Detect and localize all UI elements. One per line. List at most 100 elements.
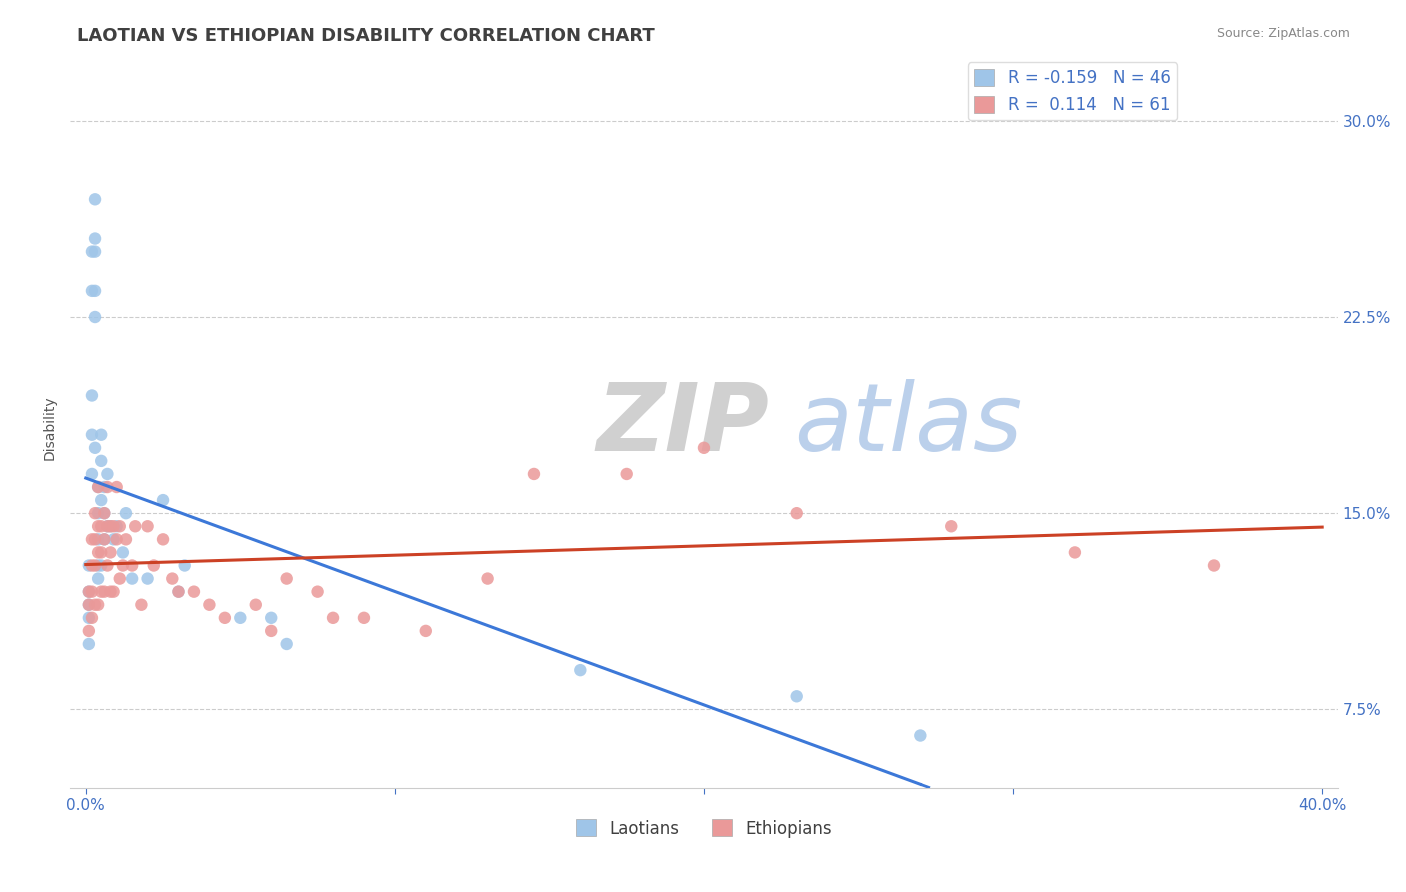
- Point: [80, 467, 103, 481]
- Point: [80, 388, 103, 402]
- Point: [786, 506, 808, 520]
- Point: [786, 690, 808, 704]
- Point: [80, 584, 103, 599]
- Point: [90, 519, 112, 533]
- Point: [77, 558, 100, 573]
- Point: [77, 624, 100, 638]
- Point: [198, 598, 221, 612]
- Point: [103, 519, 125, 533]
- Point: [131, 598, 153, 612]
- Point: [183, 584, 205, 599]
- Point: [523, 467, 546, 481]
- Point: [124, 519, 146, 533]
- Point: [96, 480, 118, 494]
- Point: [103, 533, 125, 547]
- Point: [100, 519, 122, 533]
- Point: [96, 519, 118, 533]
- Point: [80, 284, 103, 298]
- Point: [121, 572, 143, 586]
- Point: [569, 663, 592, 677]
- Point: [87, 480, 110, 494]
- Text: ZIP: ZIP: [596, 378, 769, 471]
- Point: [90, 493, 112, 508]
- Point: [77, 637, 100, 651]
- Point: [84, 506, 107, 520]
- Legend: Laotians, Ethiopians: Laotians, Ethiopians: [569, 813, 839, 844]
- Point: [90, 584, 112, 599]
- Point: [100, 545, 122, 559]
- Point: [87, 480, 110, 494]
- Point: [84, 284, 107, 298]
- Point: [96, 558, 118, 573]
- Point: [693, 441, 716, 455]
- Point: [167, 584, 190, 599]
- Text: Source: ZipAtlas.com: Source: ZipAtlas.com: [1216, 27, 1350, 40]
- Point: [260, 611, 283, 625]
- Point: [87, 572, 110, 586]
- Point: [100, 584, 122, 599]
- Point: [167, 584, 190, 599]
- Point: [77, 611, 100, 625]
- Text: atlas: atlas: [794, 379, 1022, 470]
- Point: [93, 480, 115, 494]
- Point: [84, 231, 107, 245]
- Point: [77, 584, 100, 599]
- Point: [115, 506, 138, 520]
- Point: [307, 584, 329, 599]
- Point: [103, 584, 125, 599]
- Point: [105, 519, 128, 533]
- Point: [115, 533, 138, 547]
- Point: [84, 533, 107, 547]
- Point: [142, 558, 165, 573]
- Point: [87, 533, 110, 547]
- Point: [415, 624, 437, 638]
- Text: LAOTIAN VS ETHIOPIAN DISABILITY CORRELATION CHART: LAOTIAN VS ETHIOPIAN DISABILITY CORRELAT…: [77, 27, 655, 45]
- Point: [77, 598, 100, 612]
- Point: [1064, 545, 1087, 559]
- Point: [111, 558, 134, 573]
- Point: [80, 427, 103, 442]
- Point: [90, 454, 112, 468]
- Point: [173, 558, 195, 573]
- Point: [111, 545, 134, 559]
- Point: [87, 545, 110, 559]
- Point: [260, 624, 283, 638]
- Point: [105, 480, 128, 494]
- Y-axis label: Disability: Disability: [44, 396, 58, 460]
- Point: [77, 584, 100, 599]
- Point: [87, 519, 110, 533]
- Point: [93, 506, 115, 520]
- Point: [105, 533, 128, 547]
- Point: [84, 310, 107, 324]
- Point: [87, 506, 110, 520]
- Point: [84, 598, 107, 612]
- Point: [90, 558, 112, 573]
- Point: [152, 493, 174, 508]
- Point: [90, 427, 112, 442]
- Point: [136, 572, 159, 586]
- Point: [108, 572, 131, 586]
- Point: [108, 519, 131, 533]
- Point: [87, 558, 110, 573]
- Point: [276, 572, 298, 586]
- Point: [93, 533, 115, 547]
- Point: [90, 545, 112, 559]
- Point: [136, 519, 159, 533]
- Point: [152, 533, 174, 547]
- Point: [100, 519, 122, 533]
- Point: [245, 598, 267, 612]
- Point: [93, 533, 115, 547]
- Point: [941, 519, 963, 533]
- Point: [96, 467, 118, 481]
- Point: [80, 533, 103, 547]
- Point: [276, 637, 298, 651]
- Point: [80, 611, 103, 625]
- Point: [229, 611, 252, 625]
- Point: [93, 584, 115, 599]
- Point: [87, 598, 110, 612]
- Point: [477, 572, 499, 586]
- Point: [214, 611, 236, 625]
- Point: [80, 244, 103, 259]
- Point: [84, 558, 107, 573]
- Point: [1202, 558, 1225, 573]
